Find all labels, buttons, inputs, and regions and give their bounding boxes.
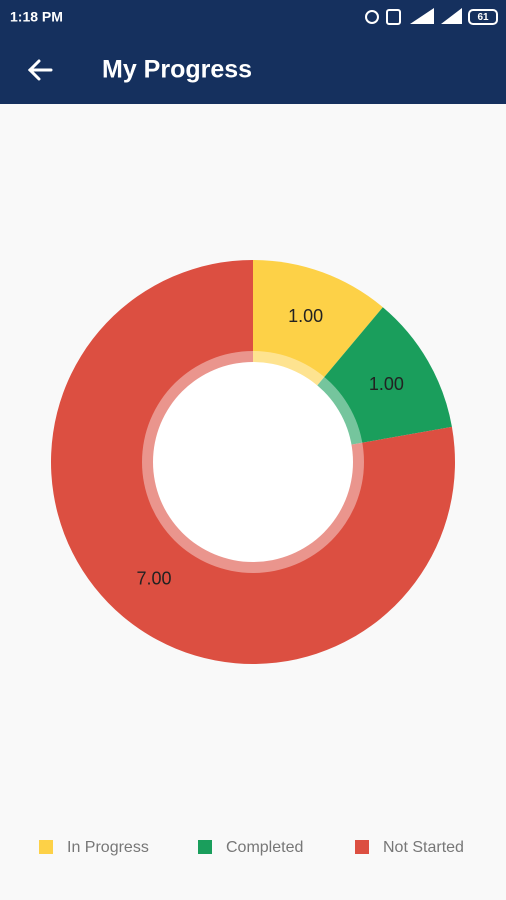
back-button[interactable]: [27, 59, 53, 81]
donut-hole: [153, 362, 353, 562]
battery-level: 61: [477, 12, 489, 23]
legend-swatch: [198, 840, 212, 854]
legend-label: In Progress: [67, 839, 149, 856]
status-time: 1:18 PM: [10, 9, 63, 25]
legend-swatch: [39, 840, 53, 854]
legend-label: Not Started: [383, 839, 464, 856]
value-label: 1.00: [288, 306, 323, 326]
app-title: My Progress: [102, 56, 252, 84]
legend-swatch: [355, 840, 369, 854]
value-label: 7.00: [136, 569, 171, 589]
status-icons: 61: [365, 8, 498, 25]
value-label: 1.00: [369, 374, 404, 394]
legend-label: Completed: [226, 839, 303, 856]
donut-chart: 1.00 1.00 7.00 In Progress Completed Not Star…: [39, 260, 464, 856]
